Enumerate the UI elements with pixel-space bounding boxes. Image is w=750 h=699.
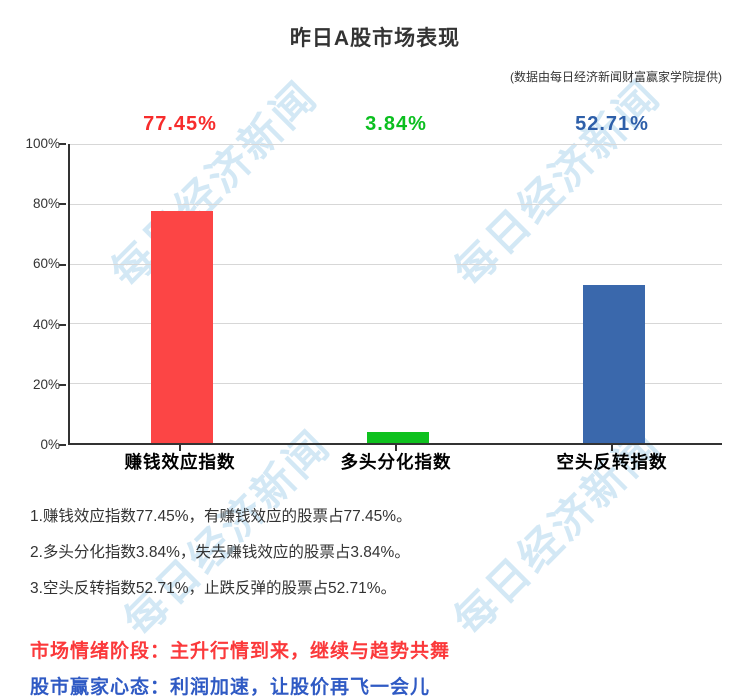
x-axis-label-bull-divergence: 多头分化指数 bbox=[340, 452, 452, 472]
market-sentiment-stage: 市场情绪阶段：主升行情到来，继续与趋势共舞 bbox=[30, 641, 451, 662]
chart-title: 昨日A股市场表现 bbox=[289, 27, 461, 50]
y-axis-label-100: 100% bbox=[25, 136, 60, 151]
value-label-money-making: 77.45% bbox=[143, 113, 217, 135]
note-bear-reversal: 3.空头反转指数52.71%，止跌反弹的股票占52.71%。 bbox=[30, 580, 397, 597]
note-bull-divergence: 2.多头分化指数3.84%，失去赚钱效应的股票占3.84%。 bbox=[30, 544, 410, 561]
bar-bear-reversal-index bbox=[583, 285, 645, 443]
data-source-note: (数据由每日经济新闻财富赢家学院提供) bbox=[510, 70, 722, 84]
y-axis-label-20: 20% bbox=[32, 377, 60, 392]
gridline-40 bbox=[70, 323, 722, 325]
gridline-60 bbox=[70, 263, 722, 265]
value-label-bear-reversal: 52.71% bbox=[575, 113, 649, 135]
y-axis-tick bbox=[59, 203, 66, 205]
notes-block: 1.赚钱效应指数77.45%，有赚钱效应的股票占77.45%。 2.多头分化指数… bbox=[30, 506, 412, 614]
y-axis-tick bbox=[59, 264, 66, 266]
value-label-bull-divergence: 3.84% bbox=[365, 113, 427, 135]
note-money-making: 1.赚钱效应指数77.45%，有赚钱效应的股票占77.45%。 bbox=[30, 508, 412, 525]
gridline-20 bbox=[70, 383, 722, 385]
y-axis-label-80: 80% bbox=[32, 196, 60, 211]
x-axis-tick bbox=[611, 445, 613, 451]
bar-money-making-index bbox=[151, 211, 213, 443]
y-axis-tick bbox=[59, 444, 66, 446]
x-axis-label-money-making: 赚钱效应指数 bbox=[124, 452, 236, 472]
y-axis-tick bbox=[59, 324, 66, 326]
y-axis-label-0: 0% bbox=[40, 437, 60, 452]
winner-mindset: 股市赢家心态：利润加速，让股价再飞一会儿 bbox=[30, 677, 431, 698]
plot-area bbox=[68, 144, 722, 445]
y-axis-tick bbox=[59, 143, 66, 145]
x-axis-label-bear-reversal: 空头反转指数 bbox=[556, 452, 668, 472]
gridline-100 bbox=[70, 144, 722, 145]
y-axis-tick bbox=[59, 384, 66, 386]
y-axis-label-40: 40% bbox=[32, 317, 60, 332]
gridline-80 bbox=[70, 203, 722, 205]
x-axis-tick bbox=[395, 445, 397, 451]
y-axis-label-60: 60% bbox=[32, 256, 60, 271]
x-axis-tick bbox=[179, 445, 181, 451]
bar-bull-divergence-index bbox=[367, 431, 429, 443]
